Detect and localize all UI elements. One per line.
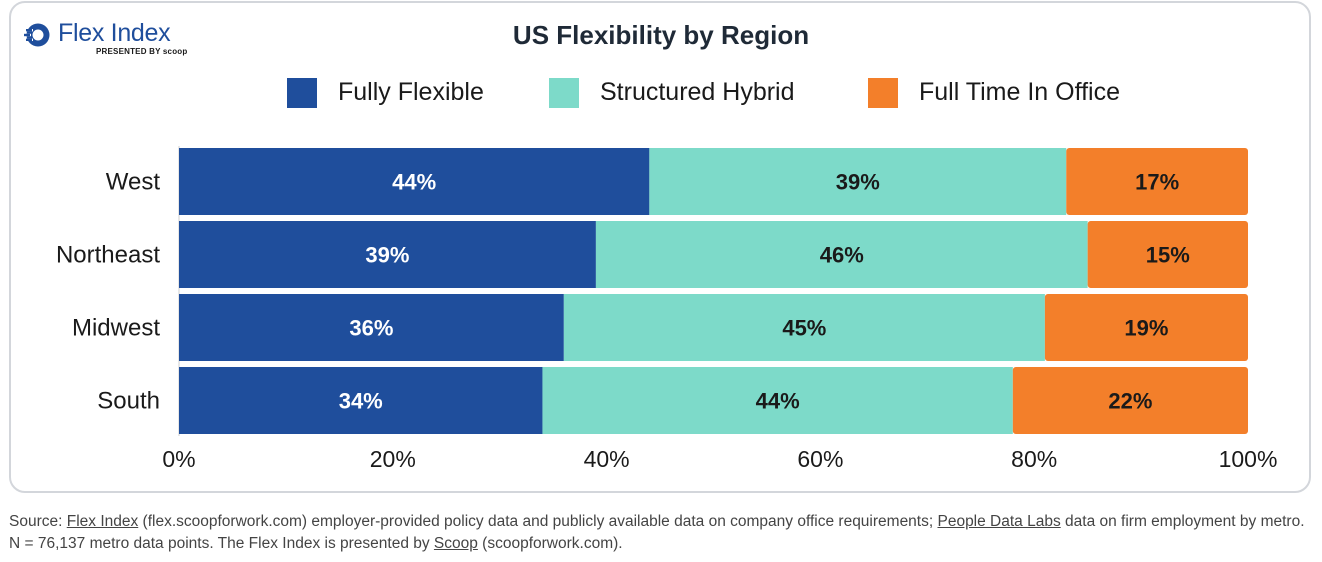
x-tick-label-0: 0% [162,446,195,472]
flex-index-logo: Flex Index PRESENTED BY scoop [24,18,194,58]
bar-midwest-full-time-in-office [1044,294,1248,361]
value-label-midwest-fully-flexible: 36% [349,316,393,341]
footnote-prefix: Source: [9,513,67,530]
legend-label-full-time-in-office: Full Time In Office [919,78,1120,106]
bar-west-structured-hybrid [649,148,1067,215]
chart-title: US Flexibility by Region [512,20,810,50]
legend-swatch-full-time-in-office [868,78,898,108]
value-label-west-full-time-in-office: 17% [1135,170,1179,195]
footnote-text-3: (scoopforwork.com). [477,535,623,552]
value-label-northeast-full-time-in-office: 15% [1146,243,1190,268]
x-tick-label-80: 80% [1011,446,1057,472]
value-label-west-structured-hybrid: 39% [836,170,880,195]
bar-west-fully-flexible [179,148,650,215]
legend-swatch-structured-hybrid [549,78,579,108]
value-label-northeast-structured-hybrid: 46% [820,243,864,268]
category-label-west: West [106,169,161,196]
value-label-midwest-structured-hybrid: 45% [782,316,826,341]
value-label-south-structured-hybrid: 44% [756,389,800,414]
bar-midwest-structured-hybrid [563,294,1045,361]
flex-index-logo-icon [24,23,50,47]
chart-legend: Fully Flexible Structured Hybrid Full Ti… [0,76,1322,110]
stacked-bar-chart: 44% 39% 17% West 39% 46% 15% Northeast 36% 45% 19%… [56,146,1278,472]
legend-swatch-fully-flexible [287,78,317,108]
bar-south-full-time-in-office [1012,367,1248,434]
footnote-text-1: (flex.scoopforwork.com) employer-provide… [138,513,938,530]
bar-midwest-fully-flexible [179,294,564,361]
value-label-south-full-time-in-office: 22% [1108,389,1152,414]
x-tick-label-40: 40% [584,446,630,472]
bar-northeast-fully-flexible [179,221,596,288]
category-label-midwest: Midwest [72,315,160,342]
legend-label-structured-hybrid: Structured Hybrid [600,78,795,106]
value-label-midwest-full-time-in-office: 19% [1124,316,1168,341]
bar-northeast-full-time-in-office [1087,221,1248,288]
bar-west-full-time-in-office [1066,148,1248,215]
scoop-link[interactable]: Scoop [433,535,478,552]
category-label-northeast: Northeast [56,242,160,269]
source-footnote: Source: Flex Index (flex.scoopforwork.co… [9,511,1314,555]
logo-presented-by: PRESENTED BY scoop [96,47,188,56]
bar-northeast-structured-hybrid [595,221,1088,288]
value-label-northeast-fully-flexible: 39% [365,243,409,268]
value-label-south-fully-flexible: 34% [339,389,383,414]
flex-index-link[interactable]: Flex Index [66,513,139,530]
x-tick-label-20: 20% [370,446,416,472]
bar-south-fully-flexible [179,367,543,434]
people-data-labs-link[interactable]: People Data Labs [937,513,1061,530]
legend-label-fully-flexible: Fully Flexible [338,78,484,106]
x-tick-label-60: 60% [797,446,843,472]
category-label-south: South [97,388,160,415]
footnote-text-2: data on firm employment by metro. N = 76… [9,513,1305,552]
logo-name: Flex Index [58,19,171,47]
x-tick-label-100: 100% [1219,446,1278,472]
value-label-west-fully-flexible: 44% [392,170,436,195]
bar-south-structured-hybrid [542,367,1013,434]
